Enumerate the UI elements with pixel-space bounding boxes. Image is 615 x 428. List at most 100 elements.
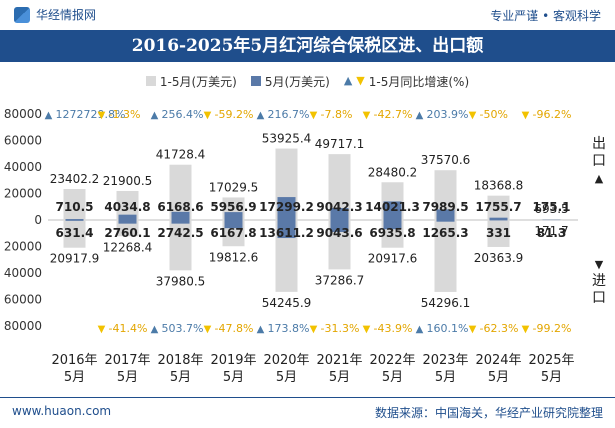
label-export-month: 14021.3 (365, 200, 420, 214)
growth-down-icon: ▼ (98, 324, 106, 335)
growth-export: ▼-1.3% (98, 108, 141, 121)
label-export-cumulative: 28480.2 (368, 165, 418, 179)
legend-item-cumulative: 1-5月(万美元) (146, 73, 237, 90)
growth-value: 160.1% (427, 322, 469, 335)
growth-import: ▼-31.3% (310, 322, 360, 335)
x-tick-label-line: 2025年 (528, 353, 574, 368)
label-export-cumulative: 49717.1 (315, 137, 365, 151)
growth-down-icon: ▼ (522, 110, 530, 121)
x-tick-label-line: 5月 (382, 370, 403, 385)
growth-up-icon: ▲ (257, 324, 265, 335)
bar-import-month (172, 220, 190, 224)
bar-export-month (490, 218, 508, 220)
label-import-month: 331 (486, 226, 511, 240)
label-import-month: 6167.8 (210, 226, 256, 240)
growth-value: -99.2% (533, 322, 572, 335)
x-tick-label-line: 2020年 (263, 353, 309, 368)
label-import-cumulative: 54296.1 (421, 296, 471, 310)
x-tick-label-line: 5月 (117, 370, 138, 385)
side-label-export: 口 (592, 153, 606, 169)
label-export-cumulative: 23402.2 (50, 172, 100, 186)
footer-source: 数据来源：中国海关，华经产业研究院整理 (375, 404, 603, 421)
label-import-month: 2742.5 (157, 226, 203, 240)
chart-title: 2016-2025年5月红河综合保税区进、出口额 (0, 30, 615, 62)
label-export-cumulative: 18368.8 (474, 179, 524, 193)
legend-label-growth: 1-5月同比增速(%) (369, 73, 469, 90)
legend-item-month: 5月(万美元) (251, 73, 330, 90)
chart-plot: 23402.220917.9710.5631.421900.512268.440… (0, 96, 615, 396)
growth-down-icon: ▼ (363, 324, 371, 335)
growth-import: ▲160.1% (416, 322, 469, 335)
side-label-export: ▲ (595, 172, 604, 185)
growth-down-icon: ▼ (469, 324, 477, 335)
growth-export: ▼-96.2% (522, 108, 572, 121)
y-tick-label: 60000 (4, 134, 42, 148)
label-import-cumulative: 20363.9 (474, 251, 524, 265)
bar-import-month (66, 220, 84, 221)
growth-down-icon: ▼ (310, 110, 318, 121)
x-tick-label-line: 5月 (276, 370, 297, 385)
label-export-month: 710.5 (56, 200, 94, 214)
label-export-month: 7989.5 (422, 200, 468, 214)
label-export-month: 5956.9 (210, 200, 256, 214)
logo: 华经情报网 (14, 6, 96, 23)
x-tick-label-line: 5月 (64, 370, 85, 385)
slogan: 专业严谨 • 客观科学 (490, 7, 601, 24)
x-tick-label-line: 5月 (541, 370, 562, 385)
x-tick-label-line: 5月 (329, 370, 350, 385)
side-label-import: ▼ (595, 258, 604, 271)
triangle-up-icon: ▲ (344, 76, 352, 86)
label-import-cumulative: 54245.9 (262, 296, 312, 310)
bar-import-month (119, 220, 137, 224)
label-import-cumulative: 20917.9 (50, 252, 100, 266)
label-import-month: 1265.3 (422, 226, 468, 240)
legend-swatch-cumulative (146, 76, 156, 86)
growth-value: -7.8% (321, 108, 353, 121)
growth-down-icon: ▼ (98, 110, 106, 121)
label-import-month: 81.3 (537, 226, 567, 240)
y-tick-label: 20000 (4, 240, 42, 254)
growth-import: ▼-43.9% (363, 322, 413, 335)
growth-down-icon: ▼ (204, 110, 212, 121)
label-import-cumulative: 19812.6 (209, 250, 259, 264)
y-tick-label: 60000 (4, 293, 42, 307)
growth-value: -43.9% (374, 322, 413, 335)
x-tick-label-line: 2019年 (210, 353, 256, 368)
side-label-export: 出 (592, 136, 606, 152)
bar-import-month (437, 220, 455, 222)
growth-import: ▼-47.8% (204, 322, 254, 335)
label-export-cumulative: 41728.4 (156, 148, 206, 162)
x-tick-label-line: 2022年 (369, 353, 415, 368)
legend: 1-5月(万美元) 5月(万美元) ▲ ▼ 1-5月同比增速(%) (0, 70, 615, 92)
growth-value: -62.3% (480, 322, 519, 335)
growth-up-icon: ▲ (151, 324, 159, 335)
x-tick-label: 2019年 5月 (210, 353, 256, 385)
growth-value: -50% (480, 108, 508, 121)
x-tick-label-line: 2023年 (422, 353, 468, 368)
label-export-month: 9042.3 (316, 200, 362, 214)
label-import-cumulative: 37980.5 (156, 274, 206, 288)
growth-up-icon: ▲ (416, 324, 424, 335)
y-tick-label: 20000 (4, 187, 42, 201)
x-tick-label-line: 5月 (488, 370, 509, 385)
growth-value: -96.2% (533, 108, 572, 121)
label-export-cumulative: 17029.5 (209, 180, 259, 194)
growth-export: ▼-42.7% (363, 108, 413, 121)
label-import-cumulative: 37286.7 (315, 273, 365, 287)
label-export-month: 1755.7 (475, 200, 521, 214)
label-export-cumulative: 21900.5 (103, 174, 153, 188)
top-bar: 华经情报网 专业严谨 • 客观科学 (0, 0, 615, 30)
growth-value: -59.2% (215, 108, 254, 121)
growth-value: 503.7% (162, 322, 204, 335)
x-tick-label-line: 5月 (223, 370, 244, 385)
label-import-cumulative: 12268.4 (103, 240, 153, 254)
growth-import: ▼-41.4% (98, 322, 148, 335)
growth-import: ▼-99.2% (522, 322, 572, 335)
growth-value: 216.7% (268, 108, 310, 121)
legend-label-month: 5月(万美元) (265, 73, 330, 90)
